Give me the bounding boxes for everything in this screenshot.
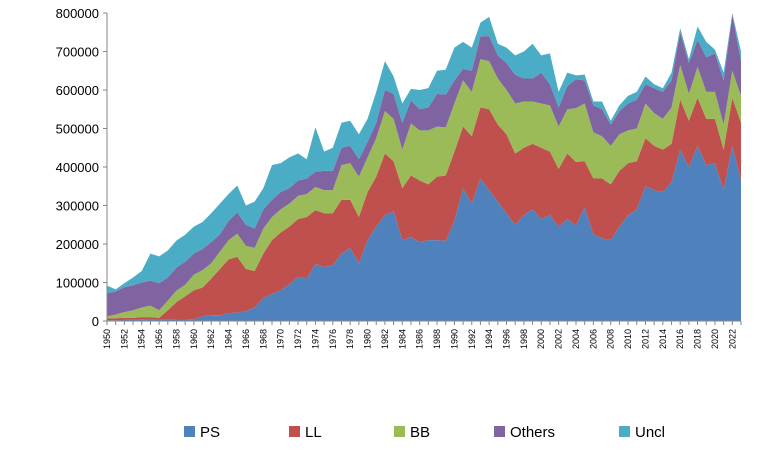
y-tick-label: 400000 bbox=[56, 160, 99, 175]
x-tick-label: 2014 bbox=[658, 329, 668, 349]
legend-swatch bbox=[289, 426, 300, 437]
x-tick-label: 2002 bbox=[554, 329, 564, 349]
legend: PS LL BB Others Uncl bbox=[184, 424, 665, 441]
legend-label: Uncl bbox=[635, 424, 665, 441]
x-tick-label: 1970 bbox=[276, 329, 286, 349]
x-tick-label: 2016 bbox=[675, 329, 685, 349]
x-tick-label: 2000 bbox=[536, 329, 546, 349]
x-tick-label: 1992 bbox=[467, 329, 477, 349]
x-tick-label: 1952 bbox=[119, 329, 129, 349]
legend-label: PS bbox=[200, 424, 220, 441]
x-tick-label: 1954 bbox=[137, 329, 147, 349]
x-tick-label: 1976 bbox=[328, 329, 338, 349]
legend-item-ll: LL bbox=[289, 424, 322, 441]
x-tick-label: 2004 bbox=[571, 329, 581, 349]
x-tick-label: 1966 bbox=[241, 329, 251, 349]
legend-item-bb: BB bbox=[394, 424, 430, 441]
x-tick-label: 1980 bbox=[363, 329, 373, 349]
legend-label: LL bbox=[305, 424, 322, 441]
legend-item-uncl: Uncl bbox=[619, 424, 665, 441]
x-tick-label: 1988 bbox=[432, 329, 442, 349]
x-tick-label: 2022 bbox=[727, 329, 737, 349]
x-tick-label: 1956 bbox=[154, 329, 164, 349]
legend-swatch bbox=[494, 426, 505, 437]
y-tick-label: 200000 bbox=[56, 237, 99, 252]
x-tick-label: 2006 bbox=[588, 329, 598, 349]
x-tick-label: 1998 bbox=[519, 329, 529, 349]
y-tick-label: 300000 bbox=[56, 199, 99, 214]
x-tick-label: 1982 bbox=[380, 329, 390, 349]
area-others bbox=[107, 14, 741, 317]
x-tick-label: 1962 bbox=[206, 329, 216, 349]
x-tick-label: 1984 bbox=[397, 329, 407, 349]
x-tick-label: 1950 bbox=[102, 329, 112, 349]
y-tick-label: 600000 bbox=[56, 83, 99, 98]
y-tick-label: 500000 bbox=[56, 122, 99, 137]
x-tick-label: 2020 bbox=[710, 329, 720, 349]
x-tick-label: 1996 bbox=[502, 329, 512, 349]
area-ps bbox=[107, 145, 741, 321]
legend-swatch bbox=[619, 426, 630, 437]
x-tick-label: 2012 bbox=[640, 329, 650, 349]
x-tick-label: 1958 bbox=[171, 329, 181, 349]
legend-item-others: Others bbox=[494, 424, 555, 441]
y-tick-label: 0 bbox=[92, 314, 99, 329]
x-tick-label: 1978 bbox=[345, 329, 355, 349]
axes-layer: 0 100000 200000 300000 400000 500000 600000 700… bbox=[56, 6, 742, 349]
legend-item-ps: PS bbox=[184, 424, 220, 441]
y-tick-label: 100000 bbox=[56, 276, 99, 291]
x-tick-label: 1968 bbox=[258, 329, 268, 349]
legend-label: BB bbox=[410, 424, 430, 441]
legend-swatch bbox=[184, 426, 195, 437]
x-tick-label: 1972 bbox=[293, 329, 303, 349]
x-tick-label: 1964 bbox=[224, 329, 234, 349]
area-uncl bbox=[107, 13, 741, 294]
y-tick-label: 700000 bbox=[56, 45, 99, 60]
area-ll bbox=[107, 97, 741, 321]
x-tick-label: 1994 bbox=[484, 329, 494, 349]
area-bb bbox=[107, 59, 741, 319]
y-tick-label: 800000 bbox=[56, 6, 99, 21]
x-tick-label: 2018 bbox=[693, 329, 703, 349]
x-tick-label: 1960 bbox=[189, 329, 199, 349]
x-tick-label: 1990 bbox=[449, 329, 459, 349]
x-tick-label: 1974 bbox=[310, 329, 320, 349]
x-tick-label: 2008 bbox=[606, 329, 616, 349]
legend-label: Others bbox=[510, 424, 555, 441]
x-tick-label: 1986 bbox=[415, 329, 425, 349]
areas-layer bbox=[107, 13, 741, 321]
x-tick-label: 2010 bbox=[623, 329, 633, 349]
legend-swatch bbox=[394, 426, 405, 437]
